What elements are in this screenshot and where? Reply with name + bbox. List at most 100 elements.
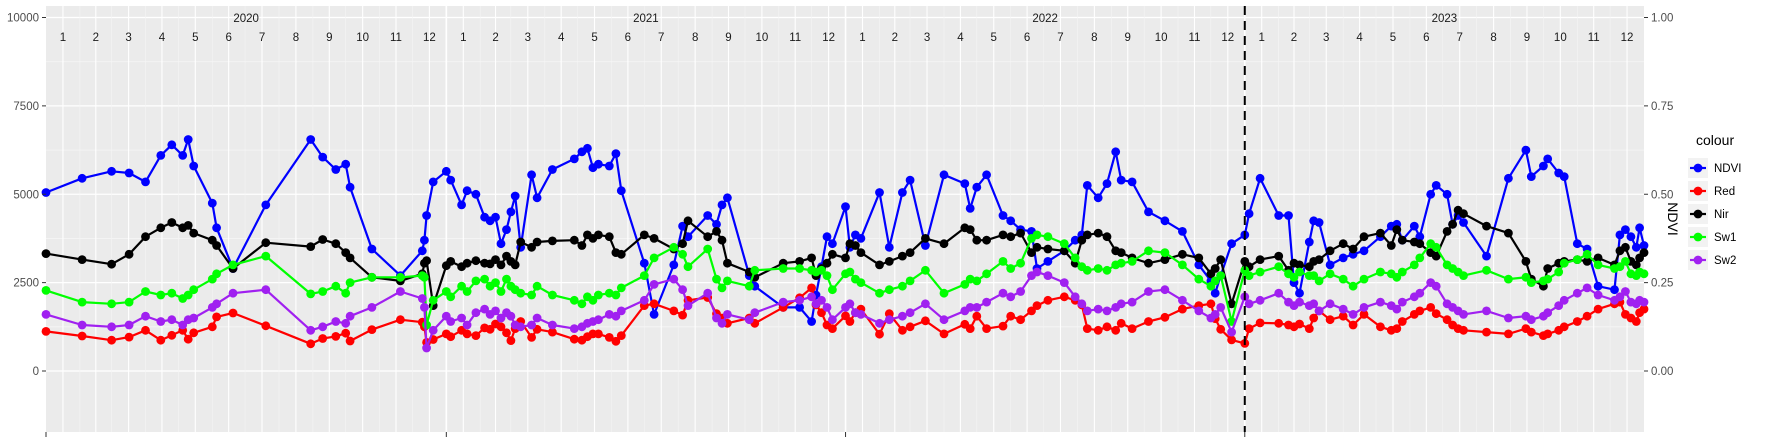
data-point-sw1 [1325, 269, 1335, 279]
data-point-red [1006, 311, 1016, 321]
data-point-ndvi [960, 179, 970, 189]
data-point-ndvi [583, 143, 592, 153]
month-strip-label: 10 [755, 32, 768, 44]
data-point-ndvi [167, 140, 177, 150]
data-point-sw1 [1216, 271, 1226, 280]
data-point-sw2 [856, 310, 866, 319]
legend-item-nir: Nir [1688, 204, 1729, 224]
data-point-ndvi [1610, 285, 1619, 295]
data-point-nir [795, 257, 804, 266]
legend-key-point [1693, 209, 1703, 219]
data-point-sw2 [491, 306, 500, 316]
left-tick-label: 0 [33, 366, 39, 378]
data-point-ndvi [141, 177, 150, 187]
data-point-sw2 [1070, 292, 1080, 302]
data-point-red [649, 299, 659, 309]
data-point-sw1 [856, 278, 866, 287]
data-point-red [1559, 322, 1569, 332]
month-strip-label: 7 [1057, 32, 1063, 44]
right-tick-label: 0.75 [1651, 101, 1673, 113]
data-point-sw2 [1194, 306, 1204, 316]
data-point-red [1093, 325, 1103, 335]
data-point-red [141, 325, 150, 335]
data-point-sw2 [683, 301, 693, 310]
data-point-ndvi [510, 191, 520, 201]
data-point-red [167, 330, 177, 340]
data-point-sw2 [712, 313, 721, 323]
data-point-sw1 [1621, 257, 1630, 266]
data-point-sw1 [1615, 262, 1625, 272]
data-point-sw2 [1615, 292, 1625, 302]
data-point-sw2 [1543, 308, 1553, 318]
data-point-red [1582, 311, 1592, 321]
data-point-sw2 [1178, 295, 1187, 305]
data-point-ndvi [875, 188, 884, 197]
data-point-ndvi [569, 154, 579, 164]
data-point-red [306, 339, 316, 349]
data-point-sw2 [1006, 292, 1016, 302]
data-point-ndvi [1102, 179, 1112, 189]
data-point-sw1 [496, 287, 506, 296]
data-point-sw1 [1338, 274, 1348, 284]
data-point-sw1 [1504, 274, 1513, 284]
data-point-sw1 [712, 274, 721, 284]
data-point-ndvi [261, 200, 271, 210]
data-point-nir [1593, 253, 1603, 263]
data-point-sw2 [594, 315, 603, 325]
data-point-red [1027, 306, 1036, 316]
data-point-sw1 [1431, 242, 1441, 252]
data-point-nir [1160, 255, 1170, 264]
data-point-sw2 [428, 325, 438, 335]
data-point-sw1 [446, 292, 456, 302]
data-point-sw2 [723, 310, 732, 319]
data-point-sw2 [1526, 315, 1536, 325]
month-strip-label: 7 [259, 32, 265, 44]
data-point-ndvi [532, 193, 542, 203]
data-point-sw1 [588, 295, 598, 305]
data-point-ndvi [1615, 230, 1625, 240]
data-point-nir [462, 258, 472, 268]
data-point-sw2 [417, 294, 427, 303]
legend-item-red: Red [1688, 181, 1735, 201]
data-point-ndvi [207, 198, 217, 208]
right-axis: 0.00 0.25 0.50 0.75 1.00 [1644, 13, 1673, 378]
data-point-sw2 [604, 310, 614, 319]
data-point-sw2 [1144, 287, 1153, 296]
data-point-sw1 [1289, 272, 1299, 282]
data-point-ndvi [1082, 181, 1092, 190]
data-point-ndvi [1144, 207, 1153, 217]
data-point-sw2 [875, 318, 884, 328]
data-point-sw1 [345, 278, 355, 287]
data-point-red [1325, 315, 1335, 325]
data-point-sw2 [649, 280, 659, 289]
month-strip-label: 7 [1456, 32, 1462, 44]
data-point-sw1 [828, 285, 837, 295]
data-point-nir [898, 251, 907, 261]
data-point-nir [616, 249, 626, 259]
data-point-sw1 [1559, 258, 1569, 268]
data-point-sw2 [516, 322, 526, 332]
data-point-nir [1006, 232, 1016, 242]
data-point-sw1 [491, 278, 500, 287]
data-point-sw1 [457, 281, 466, 291]
data-point-sw1 [1127, 257, 1137, 266]
data-point-red [905, 322, 915, 332]
month-strip-label: 12 [822, 32, 835, 44]
data-point-ndvi [1127, 177, 1137, 187]
data-point-red [1043, 295, 1053, 305]
data-point-sw1 [905, 276, 915, 286]
data-point-nir [822, 258, 832, 268]
data-point-sw2 [1043, 271, 1053, 280]
data-point-ndvi [1593, 281, 1603, 291]
data-point-sw2 [1431, 281, 1441, 291]
data-point-ndvi [471, 189, 481, 199]
legend-key-point [1693, 255, 1703, 265]
data-point-sw2 [306, 325, 316, 335]
data-point-sw1 [577, 299, 587, 309]
data-point-nir [1504, 228, 1513, 238]
data-point-ndvi [367, 244, 377, 254]
data-point-sw2 [1415, 288, 1425, 298]
data-point-sw1 [960, 280, 970, 289]
month-strip-label: 12 [423, 32, 436, 44]
data-point-nir [1295, 260, 1304, 270]
